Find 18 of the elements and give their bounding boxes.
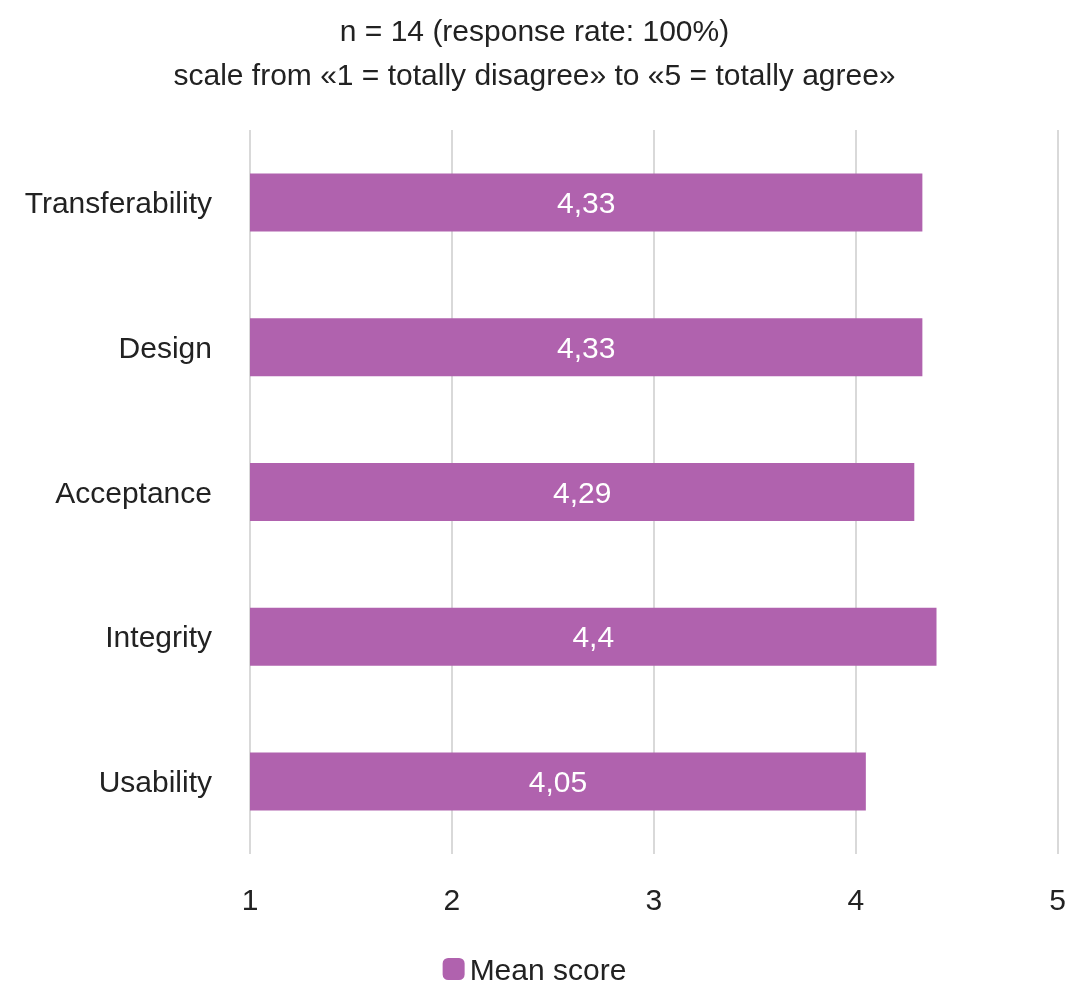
y-tick-label: Design (118, 330, 212, 364)
data-label: 4,33 (556, 330, 616, 364)
y-tick-label: Usability (98, 765, 212, 799)
data-label: 4,33 (556, 185, 616, 219)
data-label: 4,4 (572, 620, 615, 654)
data-label: 4,29 (552, 475, 612, 509)
x-tick-label: 4 (847, 882, 865, 916)
legend-label: Mean score (469, 952, 627, 986)
y-tick-label: Acceptance (55, 475, 212, 509)
x-tick-label: 5 (1049, 882, 1066, 916)
y-tick-label: Transferability (24, 185, 212, 219)
chart-title: n = 14 (response rate: 100%) (339, 13, 730, 47)
y-tick-label: Integrity (105, 620, 212, 654)
x-tick-label: 2 (443, 882, 461, 916)
x-tick-label: 3 (645, 882, 663, 916)
chart-subtitle: scale from «1 = totally disagree» to «5 = totally agree» (173, 57, 896, 91)
x-tick-label: 1 (241, 882, 259, 916)
data-label: 4,05 (528, 765, 588, 799)
